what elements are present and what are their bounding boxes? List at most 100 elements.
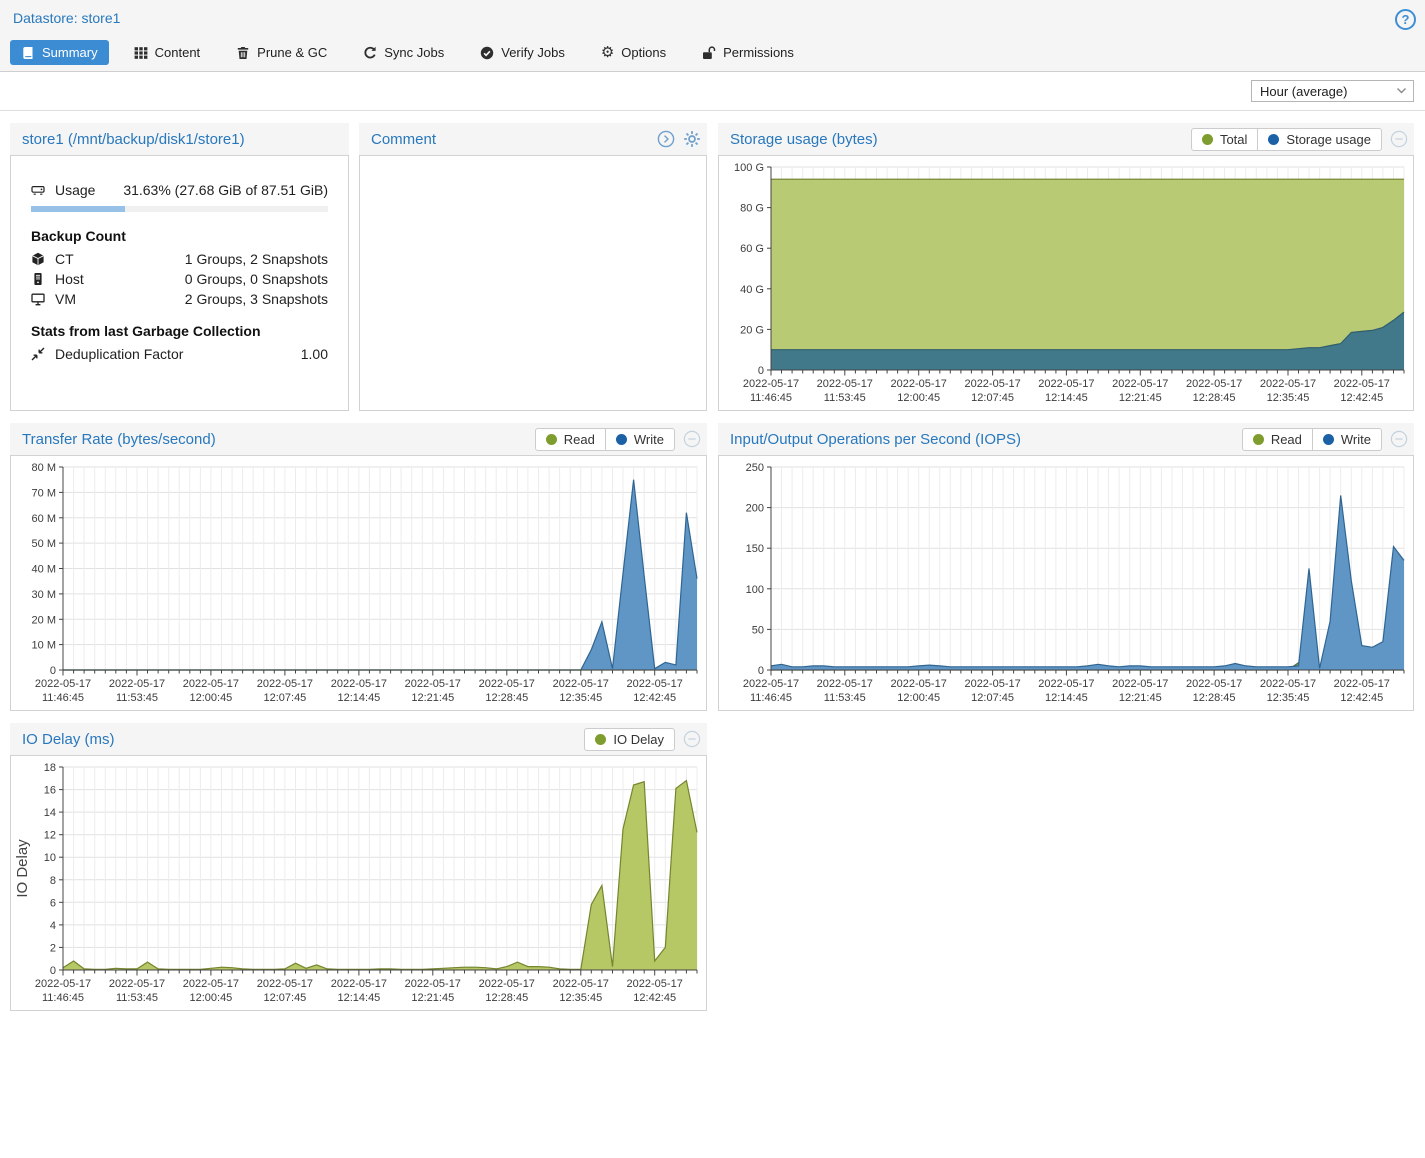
svg-text:2: 2 [50, 942, 56, 954]
tab-content[interactable]: Content [123, 40, 212, 65]
backup-count-heading: Backup Count [31, 228, 126, 244]
collapse-minus-icon[interactable] [683, 430, 701, 448]
comment-body[interactable] [359, 155, 707, 411]
backup-count-row-host: Host 0 Groups, 0 Snapshots [31, 271, 328, 287]
panel-title: IO Delay (ms) [22, 730, 115, 748]
svg-text:2022-05-17: 2022-05-17 [109, 678, 165, 690]
legend-label: Write [633, 431, 664, 447]
svg-text:12:42:45: 12:42:45 [1340, 692, 1383, 704]
tab-label: Verify Jobs [501, 45, 565, 60]
gear-icon[interactable] [683, 130, 701, 148]
svg-text:12:42:45: 12:42:45 [633, 692, 676, 704]
svg-text:2022-05-17: 2022-05-17 [1038, 678, 1094, 690]
svg-text:12:28:45: 12:28:45 [1193, 392, 1236, 404]
svg-text:2022-05-17: 2022-05-17 [183, 978, 239, 990]
legend-item-io-delay[interactable]: IO Delay [584, 727, 675, 751]
tab-sync-jobs[interactable]: Sync Jobs [352, 40, 455, 65]
svg-text:12:21:45: 12:21:45 [1119, 692, 1162, 704]
svg-text:2022-05-17: 2022-05-17 [331, 678, 387, 690]
svg-text:0: 0 [758, 365, 764, 377]
panel-body: Usage 31.63% (27.68 GiB of 87.51 GiB) Ba… [10, 155, 349, 411]
svg-text:40 M: 40 M [32, 564, 56, 576]
svg-text:10 M: 10 M [32, 640, 56, 652]
legend-item-read[interactable]: Read [534, 427, 606, 451]
help-button[interactable]: ? [1395, 9, 1416, 30]
svg-text:12:00:45: 12:00:45 [897, 392, 940, 404]
legend-item-storage-usage[interactable]: Storage usage [1257, 127, 1382, 151]
svg-text:2022-05-17: 2022-05-17 [817, 378, 873, 390]
svg-text:20 G: 20 G [740, 324, 764, 336]
panel-header: IO Delay (ms) IO Delay [10, 723, 707, 755]
svg-text:2022-05-17: 2022-05-17 [1260, 378, 1316, 390]
svg-text:14: 14 [44, 807, 56, 819]
page-title: Datastore: store1 [13, 10, 121, 26]
legend-item-read[interactable]: Read [1241, 427, 1313, 451]
collapse-minus-icon[interactable] [1390, 430, 1408, 448]
sync-icon [363, 46, 377, 60]
svg-text:12:35:45: 12:35:45 [559, 692, 602, 704]
svg-text:2022-05-17: 2022-05-17 [331, 978, 387, 990]
legend-label: Read [563, 431, 595, 447]
svg-text:11:46:45: 11:46:45 [750, 392, 792, 404]
legend-dot [1252, 433, 1264, 445]
tab-options[interactable]: ⚙ Options [590, 40, 677, 65]
edit-chevron-button[interactable] [657, 130, 675, 148]
dedup-row: Deduplication Factor 1.00 [31, 346, 328, 362]
svg-text:60 G: 60 G [740, 243, 764, 255]
svg-text:12:35:45: 12:35:45 [559, 992, 602, 1004]
svg-text:2022-05-17: 2022-05-17 [1112, 378, 1168, 390]
tab-label: Options [621, 45, 667, 60]
svg-text:200: 200 [746, 503, 764, 515]
check-circle-icon [480, 46, 494, 60]
row-value: 0 Groups, 0 Snapshots [184, 271, 328, 287]
trash-icon [236, 46, 250, 60]
legend-dot [545, 433, 557, 445]
svg-text:2022-05-17: 2022-05-17 [891, 378, 947, 390]
tab-prune-gc[interactable]: Prune & GC [225, 40, 338, 65]
legend-item-write[interactable]: Write [1311, 427, 1382, 451]
svg-text:2022-05-17: 2022-05-17 [405, 978, 461, 990]
svg-text:12:07:45: 12:07:45 [263, 992, 306, 1004]
grid-icon [134, 46, 148, 60]
chart-legend: Read Write [534, 427, 675, 451]
svg-text:50: 50 [752, 624, 764, 636]
transfer-rate-panel: Transfer Rate (bytes/second) Read Write … [10, 423, 707, 711]
svg-text:11:53:45: 11:53:45 [824, 392, 866, 404]
svg-text:2022-05-17: 2022-05-17 [743, 678, 799, 690]
tab-verify-jobs[interactable]: Verify Jobs [469, 40, 576, 65]
svg-text:80 M: 80 M [32, 462, 56, 474]
panel-header: store1 (/mnt/backup/disk1/store1) [10, 123, 349, 155]
server-icon [31, 272, 55, 286]
tab-permissions[interactable]: Permissions [691, 40, 805, 65]
tab-bar: Summary Content Prune & GC Sync Jobs Ver… [10, 40, 805, 65]
svg-text:12:35:45: 12:35:45 [1267, 392, 1310, 404]
io-delay-panel: IO Delay (ms) IO Delay 0 2 4 6 8 10 12 14 16 18 20… [10, 723, 707, 1011]
svg-text:0: 0 [50, 965, 56, 977]
legend-dot [1268, 133, 1280, 145]
svg-text:12:07:45: 12:07:45 [971, 392, 1014, 404]
row-label: CT [55, 251, 74, 267]
collapse-minus-icon[interactable] [683, 730, 701, 748]
svg-text:2022-05-17: 2022-05-17 [1260, 678, 1316, 690]
legend-item-write[interactable]: Write [604, 427, 675, 451]
svg-text:8: 8 [50, 875, 56, 887]
timeframe-select[interactable]: Hour (average) [1251, 80, 1414, 102]
gc-stats-heading: Stats from last Garbage Collection [31, 323, 261, 339]
usage-progress-bar [31, 206, 328, 212]
tab-label: Prune & GC [257, 45, 328, 60]
legend-dot [1201, 133, 1213, 145]
collapse-minus-icon[interactable] [1390, 130, 1408, 148]
svg-text:80 G: 80 G [740, 203, 764, 215]
storage-usage-panel: Storage usage (bytes) Total Storage usag… [718, 123, 1414, 411]
usage-value: 31.63% (27.68 GiB of 87.51 GiB) [123, 182, 328, 198]
tab-summary[interactable]: Summary [10, 40, 109, 65]
panel-header: Transfer Rate (bytes/second) Read Write [10, 423, 707, 455]
legend-item-total[interactable]: Total [1190, 127, 1259, 151]
svg-text:150: 150 [746, 543, 764, 555]
legend-dot [1322, 433, 1334, 445]
comment-panel: Comment [359, 123, 707, 411]
svg-text:11:53:45: 11:53:45 [116, 692, 158, 704]
legend-label: Storage usage [1286, 131, 1371, 147]
svg-text:2022-05-17: 2022-05-17 [479, 978, 535, 990]
legend-label: Read [1270, 431, 1302, 447]
